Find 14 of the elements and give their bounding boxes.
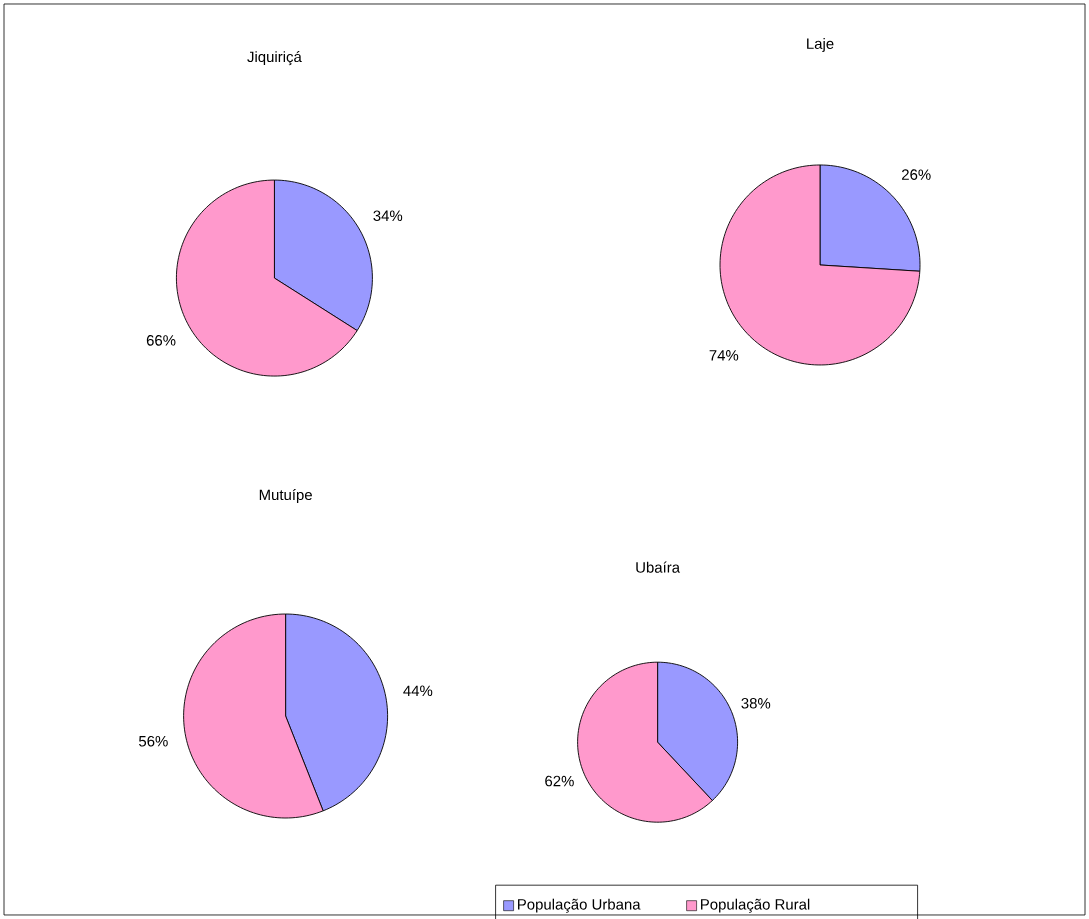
data-label: 38% [741,698,771,709]
data-label: 44% [403,685,433,697]
data-label: 56% [138,735,168,747]
data-label: 74% [709,350,739,361]
data-label: 62% [545,775,574,787]
chart-title: Laje [807,38,834,52]
chart-title: Jiquiriçá [247,50,302,66]
data-label: 34% [373,210,403,222]
data-label: 26% [902,169,931,180]
data-label: 66% [146,335,176,346]
chart-title: Ubaíra [636,561,681,573]
legend-label: População Urbana [518,898,641,913]
legend-label: População Rural [701,898,810,913]
chart-title: Mutuípe [259,488,312,504]
